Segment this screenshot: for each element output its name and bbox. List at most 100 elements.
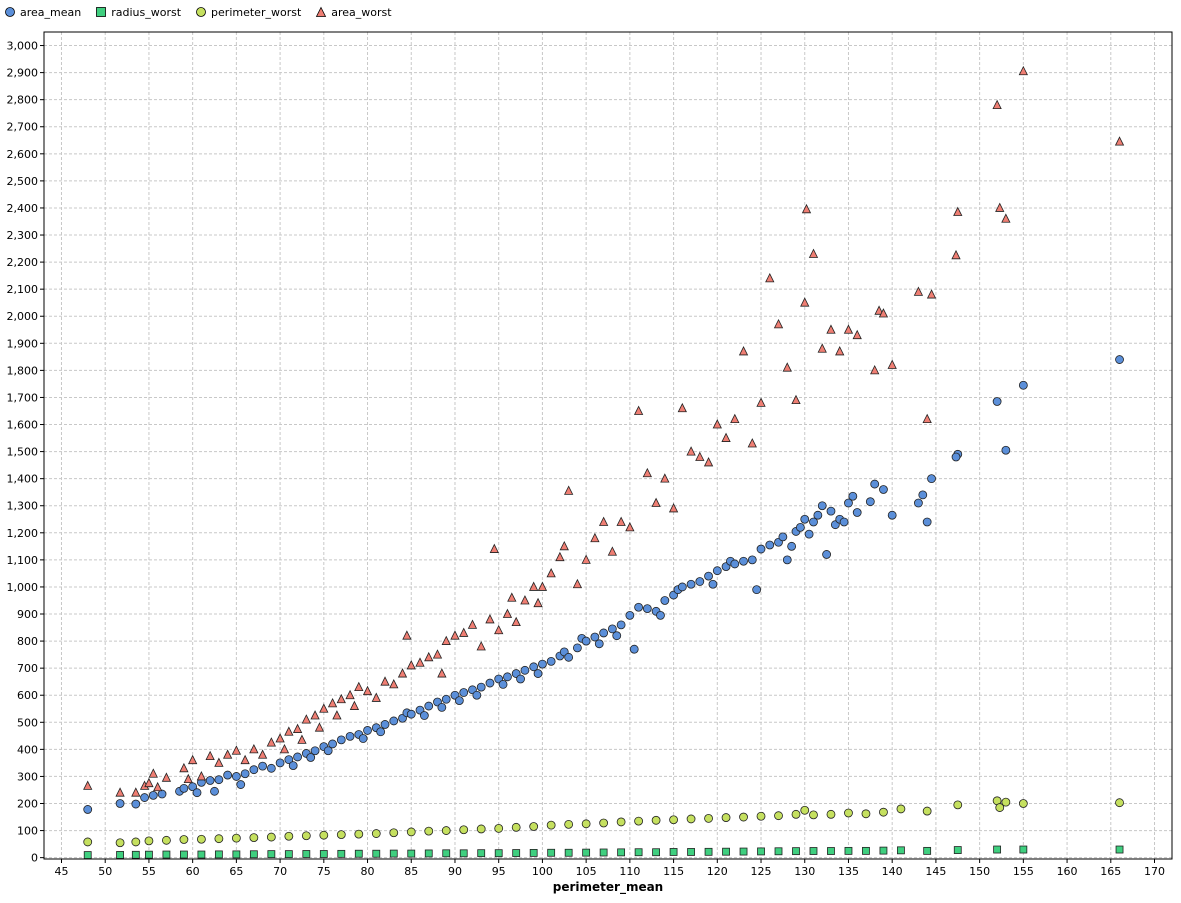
- x-tick-label: 140: [882, 865, 903, 878]
- radius_worst-point: [599, 848, 608, 857]
- area_worst-point: [686, 446, 696, 456]
- y-tick-label: 2,000: [7, 310, 39, 323]
- area_mean-point: [288, 761, 298, 771]
- radius_worst-point: [459, 849, 468, 858]
- area_mean-point: [844, 498, 853, 508]
- area_mean-point: [284, 755, 294, 765]
- area_worst-point: [537, 581, 548, 591]
- x-tick-label: 135: [838, 865, 859, 878]
- radius_worst-point: [116, 851, 124, 859]
- radius_worst-point: [372, 849, 381, 858]
- area_worst-point: [459, 627, 469, 637]
- area_mean-point: [546, 656, 556, 666]
- perimeter_worst-point: [546, 820, 556, 830]
- grid: [44, 32, 1172, 859]
- area_worst-point: [625, 521, 635, 532]
- series-perimeter_worst: [83, 796, 1124, 848]
- area_mean-point: [1115, 355, 1124, 364]
- radius_worst-point: [319, 850, 328, 858]
- perimeter_worst-point: [896, 804, 906, 814]
- radius_worst-point: [564, 848, 573, 857]
- area_mean-point: [323, 746, 333, 756]
- radius_worst-point: [722, 847, 730, 856]
- area_mean-point: [441, 694, 451, 704]
- y-tick-label: 1,500: [7, 446, 39, 459]
- perimeter_worst-point: [214, 834, 224, 844]
- area_worst-point: [808, 248, 819, 258]
- area_worst-point: [878, 308, 889, 318]
- area_mean-point: [389, 716, 399, 726]
- area_worst-point: [502, 608, 513, 618]
- circle-marker-icon: [5, 7, 15, 17]
- area_mean-point: [140, 793, 149, 802]
- area_worst-point: [301, 714, 311, 724]
- x-tick-label: 160: [1057, 865, 1078, 878]
- area_mean-point: [498, 679, 508, 689]
- area_worst-point: [843, 324, 854, 334]
- area_worst-point: [546, 568, 556, 578]
- area_worst-point: [297, 734, 307, 744]
- perimeter_worst-point: [616, 817, 626, 827]
- area_worst-point: [131, 787, 141, 797]
- legend-item-perimeter-worst: perimeter_worst: [195, 6, 301, 19]
- y-tick-label: 200: [17, 798, 38, 811]
- area_worst-point: [249, 743, 259, 754]
- area_mean-point: [795, 522, 805, 532]
- perimeter_worst-point: [179, 835, 189, 844]
- area_mean-point: [992, 397, 1002, 406]
- area_worst-point: [179, 762, 189, 773]
- radius_worst-point: [582, 848, 591, 857]
- perimeter_worst-point: [791, 809, 801, 819]
- area_mean-point: [848, 491, 858, 501]
- radius_worst-point: [827, 847, 835, 855]
- area_worst-point: [874, 305, 884, 315]
- perimeter_worst-point: [599, 818, 609, 828]
- perimeter_worst-point: [319, 830, 329, 840]
- x-tick-label: 75: [317, 865, 331, 878]
- area_worst-point: [467, 619, 478, 629]
- area_mean-point: [695, 577, 705, 586]
- area_mean-point: [712, 566, 722, 576]
- area_worst-point: [590, 532, 600, 543]
- area_worst-point: [507, 592, 517, 602]
- x-tick-label: 105: [576, 865, 597, 878]
- perimeter_worst-point: [1001, 797, 1011, 807]
- radius_worst-point: [1115, 845, 1124, 854]
- perimeter_worst-point: [721, 813, 731, 822]
- area_mean-point: [686, 579, 696, 589]
- y-tick-label: 2,300: [7, 229, 39, 242]
- radius_worst-point: [669, 848, 678, 856]
- y-tick-label: 1,900: [7, 337, 39, 350]
- area_mean-point: [922, 517, 932, 527]
- y-tick-label: 1,000: [7, 581, 39, 594]
- legend-label: area_worst: [331, 5, 392, 19]
- radius_worst-point: [180, 850, 188, 859]
- area_worst-point: [782, 362, 792, 372]
- area_worst-point: [115, 787, 125, 797]
- perimeter_worst-point: [511, 822, 521, 832]
- area_mean-point: [210, 786, 219, 796]
- y-tick-label: 1,200: [7, 527, 39, 540]
- radius_worst-point: [249, 850, 258, 859]
- area_worst-point: [581, 554, 591, 564]
- y-tick-label: 400: [17, 743, 38, 756]
- x-tick-label: 80: [361, 865, 375, 878]
- perimeter_worst-point: [800, 805, 810, 815]
- area_mean-point: [660, 596, 670, 605]
- x-tick-label: 150: [969, 865, 990, 878]
- area_mean-point: [852, 508, 862, 517]
- area_worst-point: [450, 630, 460, 640]
- radius_worst-point: [494, 849, 503, 858]
- area_mean-point: [616, 620, 626, 630]
- perimeter_worst-point: [564, 819, 574, 829]
- y-tick-label: 2,100: [7, 283, 39, 296]
- area_worst-point: [240, 754, 250, 765]
- y-tick-label: 2,500: [7, 175, 39, 188]
- y-tick-label: 1,600: [7, 419, 39, 432]
- area_mean-point: [564, 652, 574, 662]
- perimeter_worst-point: [441, 826, 451, 835]
- area_mean-point: [406, 709, 416, 719]
- radius_worst-point: [652, 848, 660, 857]
- area_worst-point: [345, 689, 355, 700]
- area_worst-point: [533, 597, 543, 608]
